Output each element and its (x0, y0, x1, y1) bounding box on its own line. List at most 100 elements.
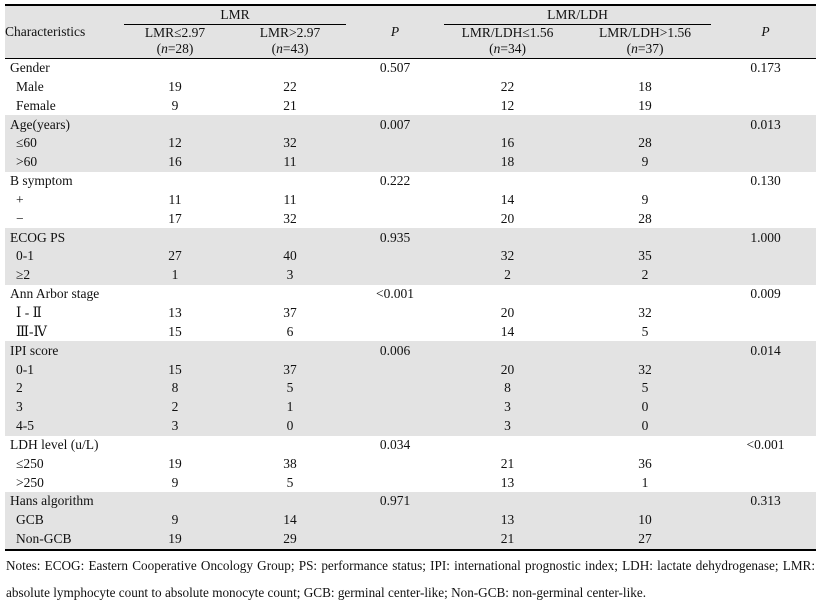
p-value-cell (715, 265, 817, 285)
row-sublabel-cell: Non-GCB (5, 529, 120, 550)
group-header-lmr: LMR (120, 5, 351, 26)
table-row: Hans algorithm 0.971 0.313 (5, 492, 817, 511)
p-value-cell (715, 529, 817, 550)
p-value-cell: <0.001 (746, 436, 785, 452)
value-cell: 9 (171, 97, 179, 113)
p-value-cell (715, 96, 816, 115)
value-cell: 17 (168, 210, 182, 226)
value-cell: 14 (500, 191, 515, 207)
value-cell: 37 (230, 360, 351, 380)
value-cell (120, 228, 230, 248)
p-value-cell (715, 360, 817, 380)
value-cell: 18 (638, 78, 652, 94)
value-cell: 21 (500, 455, 515, 471)
value-cell (575, 58, 715, 77)
value-cell: 19 (120, 529, 230, 550)
row-sublabel-cell: 4-5 (5, 416, 120, 436)
table-row: Male 19 22 22 18 (5, 78, 816, 97)
value-cell: 9 (641, 191, 649, 207)
value-cell: 16 (440, 134, 576, 153)
value-cell (230, 285, 350, 304)
p-value-cell (350, 265, 441, 285)
row-sublabel-cell: >60 (5, 152, 120, 172)
value-cell: 28 (575, 134, 716, 153)
value-cell (575, 228, 716, 248)
col-header-p-lmr: P (350, 5, 441, 59)
p-value-cell (350, 473, 440, 492)
p-value-cell (350, 529, 441, 550)
p-value-cell (350, 96, 440, 115)
value-cell: 36 (638, 455, 652, 471)
row-label-cell: Gender (10, 60, 50, 76)
p-value-cell: 0.007 (350, 115, 441, 135)
table-row: ≤60 12 32 16 28 (5, 134, 817, 153)
value-cell: 19 (168, 455, 182, 471)
p-value-cell (715, 416, 817, 436)
value-cell (575, 172, 715, 191)
col-header-p-lmr-ldh: P (715, 5, 817, 59)
value-cell: 14 (230, 510, 351, 530)
value-cell (230, 58, 350, 77)
value-cell: 32 (638, 304, 652, 320)
value-cell: 27 (120, 247, 230, 266)
row-sublabel-cell: + (16, 191, 24, 207)
table-row: 0-1 27 40 32 35 (5, 247, 817, 266)
col-header-range: LMR/LDH≤1.56 (461, 25, 554, 41)
row-label-cell: ECOG PS (5, 228, 120, 248)
p-value-cell: 1.000 (715, 228, 817, 248)
col-header-n: (n=37) (626, 41, 664, 57)
row-label-cell: B symptom (10, 173, 73, 189)
value-cell (575, 285, 715, 304)
value-cell: 15 (120, 360, 230, 380)
p-value-cell (350, 510, 441, 530)
value-cell (575, 115, 716, 135)
value-cell: 20 (440, 360, 576, 380)
value-cell (575, 341, 716, 361)
value-cell: 5 (286, 474, 294, 490)
p-value-cell: 0.009 (750, 286, 781, 302)
value-cell: 21 (283, 97, 297, 113)
p-value-cell (715, 152, 817, 172)
p-value-cell (715, 379, 817, 398)
value-cell: 9 (120, 510, 230, 530)
value-cell: 32 (440, 247, 576, 266)
value-cell: 5 (230, 379, 351, 398)
p-value-cell: 0.006 (350, 341, 441, 361)
value-cell: 3 (230, 265, 351, 285)
col-header-n: (n=34) (489, 41, 526, 57)
table-row: >60 16 11 18 9 (5, 152, 817, 172)
value-cell: 32 (230, 134, 351, 153)
row-sublabel-cell: 2 (5, 379, 120, 398)
p-value-cell: 0.173 (750, 60, 781, 76)
row-sublabel-cell: − (16, 210, 24, 226)
value-cell (440, 58, 575, 77)
value-cell: 14 (500, 323, 515, 339)
value-cell: 16 (120, 152, 230, 172)
value-cell (440, 172, 575, 191)
p-value-cell (715, 304, 816, 323)
value-cell (120, 115, 230, 135)
value-cell: 18 (440, 152, 576, 172)
p-value-cell (350, 379, 441, 398)
col-header-n: (n=43) (271, 41, 309, 57)
value-cell (440, 341, 576, 361)
row-sublabel-cell: ≤250 (16, 455, 44, 471)
row-label-cell: Age(years) (5, 115, 120, 135)
table-row: Gender 0.507 0.173 (5, 58, 816, 77)
col-header-range: LMR≤2.97 (144, 25, 206, 41)
p-value-cell (350, 304, 440, 323)
notes-line-1: Notes: ECOG: Eastern Cooperative Oncolog… (6, 557, 815, 573)
col-header-range: LMR>2.97 (259, 25, 321, 41)
p-value-cell (350, 360, 441, 380)
value-cell: 11 (230, 152, 351, 172)
value-cell: 1 (230, 397, 351, 417)
value-cell (440, 285, 575, 304)
table-row: Female 9 21 12 19 (5, 96, 816, 115)
value-cell: 27 (575, 529, 716, 550)
value-cell: 3 (120, 416, 230, 436)
table-row: ≤250 19 38 21 36 (5, 454, 816, 473)
p-value-cell: 0.222 (379, 173, 411, 189)
p-value-cell (350, 191, 440, 210)
p-value-cell (350, 454, 440, 473)
